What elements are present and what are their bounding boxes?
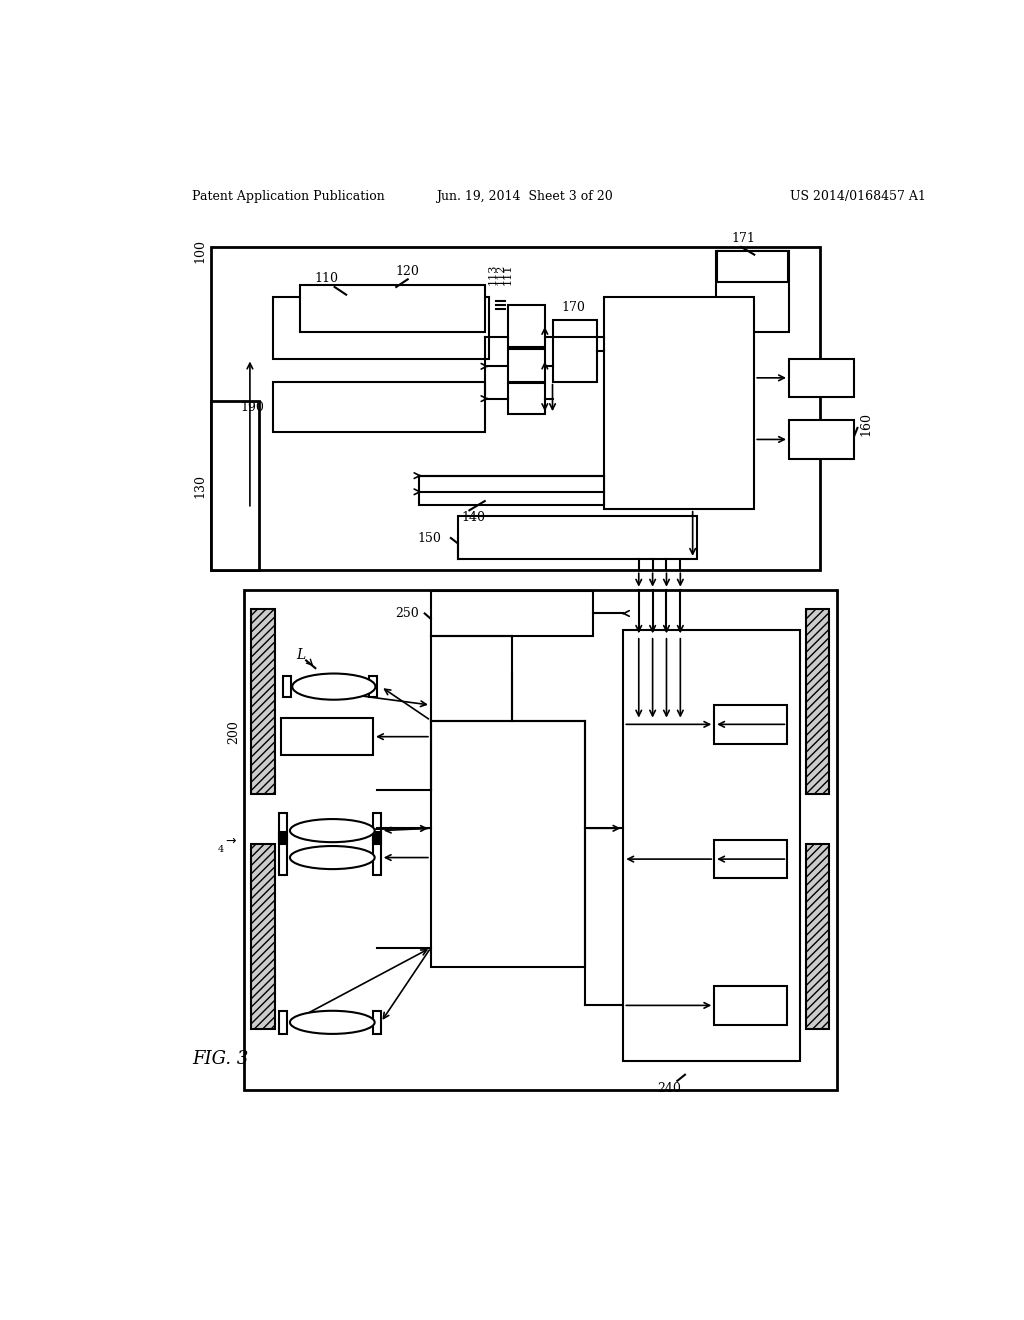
Bar bbox=[714, 986, 787, 1024]
Ellipse shape bbox=[290, 846, 375, 869]
Bar bbox=[431, 721, 585, 966]
Text: 200: 200 bbox=[227, 721, 241, 744]
Ellipse shape bbox=[290, 1011, 375, 1034]
Bar bbox=[714, 705, 787, 743]
Ellipse shape bbox=[290, 818, 375, 842]
Bar bbox=[508, 350, 545, 381]
Bar bbox=[370, 676, 377, 697]
Text: 100: 100 bbox=[194, 239, 207, 263]
Bar bbox=[280, 832, 287, 843]
Text: 130: 130 bbox=[194, 474, 207, 498]
Text: 171: 171 bbox=[731, 232, 755, 246]
Ellipse shape bbox=[292, 673, 376, 700]
Bar bbox=[273, 297, 488, 359]
Bar bbox=[431, 591, 593, 636]
Bar bbox=[273, 381, 484, 432]
Text: 110: 110 bbox=[315, 272, 339, 285]
Text: 240: 240 bbox=[657, 1082, 682, 1096]
Bar bbox=[244, 590, 837, 1090]
Bar bbox=[716, 251, 788, 331]
Text: 150: 150 bbox=[418, 532, 441, 545]
Bar bbox=[458, 516, 696, 558]
Text: L: L bbox=[296, 648, 305, 663]
Bar bbox=[508, 383, 545, 414]
Bar bbox=[252, 843, 274, 1028]
Bar bbox=[373, 1011, 381, 1034]
Bar bbox=[211, 401, 259, 570]
Text: 160: 160 bbox=[859, 412, 872, 436]
Text: 170: 170 bbox=[562, 301, 586, 314]
Bar bbox=[280, 813, 287, 875]
Bar bbox=[252, 609, 274, 793]
Text: 140: 140 bbox=[462, 511, 485, 524]
Text: 4: 4 bbox=[217, 845, 224, 854]
Bar bbox=[508, 305, 545, 347]
Bar bbox=[252, 843, 274, 1028]
Text: FIG. 3: FIG. 3 bbox=[193, 1051, 249, 1068]
Bar bbox=[806, 609, 829, 793]
Text: Patent Application Publication: Patent Application Publication bbox=[193, 190, 385, 203]
Bar bbox=[717, 251, 788, 281]
Text: 120: 120 bbox=[396, 265, 420, 277]
Text: 250: 250 bbox=[395, 607, 419, 620]
Text: 113: 113 bbox=[487, 264, 498, 285]
Bar bbox=[252, 609, 274, 793]
Text: US 2014/0168457 A1: US 2014/0168457 A1 bbox=[790, 190, 926, 203]
Bar bbox=[419, 475, 604, 506]
Bar bbox=[280, 1011, 287, 1034]
Bar bbox=[806, 843, 829, 1028]
Text: $\rightarrow$: $\rightarrow$ bbox=[223, 833, 238, 846]
Bar bbox=[211, 247, 819, 570]
Bar bbox=[604, 297, 755, 508]
Text: 112: 112 bbox=[496, 264, 505, 285]
Bar bbox=[806, 609, 829, 793]
Bar bbox=[373, 813, 381, 875]
Text: 190: 190 bbox=[241, 400, 264, 413]
Bar bbox=[788, 420, 854, 459]
Bar bbox=[714, 840, 787, 878]
Text: 111: 111 bbox=[503, 264, 513, 285]
Bar bbox=[281, 718, 373, 755]
Bar bbox=[553, 321, 597, 381]
Bar bbox=[788, 359, 854, 397]
Bar bbox=[806, 843, 829, 1028]
Bar bbox=[283, 676, 291, 697]
Bar bbox=[373, 832, 381, 843]
Bar bbox=[624, 630, 801, 1061]
Text: Jun. 19, 2014  Sheet 3 of 20: Jun. 19, 2014 Sheet 3 of 20 bbox=[436, 190, 613, 203]
Bar bbox=[300, 285, 484, 331]
